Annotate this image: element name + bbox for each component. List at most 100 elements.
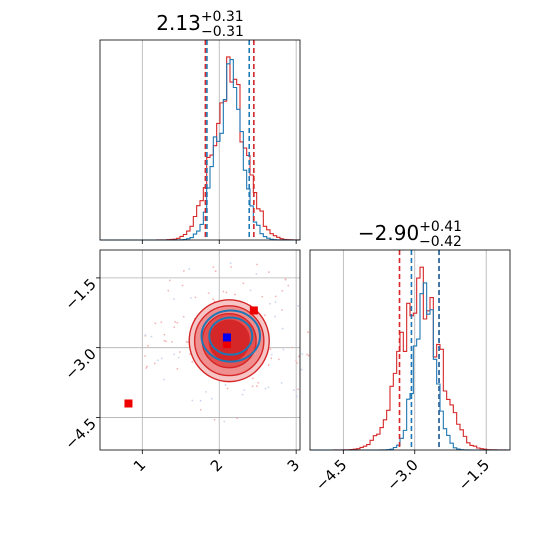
contour-scatter-point	[173, 326, 176, 329]
contour-scatter-point	[144, 355, 146, 357]
contour-scatter-point	[194, 296, 197, 299]
contour-yticklabel-0: −1.5	[61, 275, 99, 313]
contour-scatter-point	[190, 297, 192, 299]
contour-scatter-point	[224, 384, 227, 386]
contour-scatter-point	[160, 321, 163, 324]
hist2-title-minus: −0.42	[419, 234, 462, 250]
contour-scatter-point	[267, 386, 270, 389]
contour-scatter-point	[274, 301, 277, 303]
hist1-gridlines	[141, 40, 297, 240]
hist1-blue-series	[100, 59, 300, 241]
contour-scatter-point	[162, 378, 165, 381]
hist2-title-plus: +0.41	[419, 219, 462, 235]
contour-scatter-point	[284, 278, 287, 281]
contour-scatter-point	[306, 353, 308, 356]
contour-marker-red-0	[124, 399, 133, 408]
hist2-xticklabel-1: −3.0	[383, 456, 421, 494]
contour-scatter-point	[222, 290, 225, 293]
contour-scatter-point	[214, 270, 217, 273]
contour-markers	[124, 306, 258, 408]
contour-scatter-point	[295, 359, 297, 362]
contour-scatter-point	[270, 353, 273, 356]
contour-scatter-point	[176, 367, 179, 370]
contour-scatter-point	[144, 334, 147, 336]
contour-scatter-point	[236, 417, 239, 420]
contour-scatter-point	[241, 393, 244, 396]
contour-scatter-point	[281, 308, 283, 311]
hist-panel-param-2: −4.5 −3.0 −1.5 −2.90+0.41 −0.42	[309, 219, 511, 494]
contour-scatter-point	[157, 359, 159, 362]
contour-scatter-point	[225, 291, 228, 294]
hist2-title: −2.90+0.41	[358, 219, 462, 245]
contour-scatter-point	[249, 289, 252, 292]
hist1-title-value: 2.13	[156, 11, 201, 35]
contour-scatter-point	[173, 298, 175, 301]
contour-scatter-point	[199, 408, 202, 411]
contour-scatter-point	[297, 388, 299, 391]
contour-marker-red-2	[222, 339, 231, 348]
contour-scatter-point	[307, 354, 310, 357]
contour-scatter-point	[167, 289, 170, 292]
contour-scatter-point	[261, 295, 264, 298]
contour-scatter-point	[210, 397, 213, 400]
hist2-ticks: −4.5 −3.0 −1.5	[312, 450, 493, 494]
contour-scatter-point	[296, 395, 298, 398]
contour-scatter-point	[297, 355, 300, 358]
contour-scatter-point	[178, 351, 181, 353]
hist1-red-series	[100, 56, 301, 241]
contour-scatter-point	[187, 341, 189, 344]
contour-scatter-point	[168, 279, 171, 282]
contour-scatter-point	[182, 315, 185, 318]
contour-frame	[99, 249, 301, 451]
contour-scatter-point	[268, 302, 271, 305]
contour-scatter-point	[173, 353, 176, 356]
contour-scatter-point	[291, 346, 294, 349]
contour-scatter-point	[207, 292, 210, 295]
hist1-quantile-lines	[204, 40, 255, 240]
contour-scatter-point	[242, 282, 245, 285]
contour-scatter-point	[264, 314, 266, 317]
contour-scatter-point	[296, 361, 299, 364]
contour-scatter-point	[277, 358, 280, 361]
contour-ticks: 1 2 3 −1.5 −3.0 −4.5	[61, 275, 303, 475]
contour-scatter-point	[153, 362, 156, 365]
contour-scatter-point	[230, 266, 232, 268]
contour-scatter-point	[160, 357, 163, 360]
contour-scatter-point	[163, 333, 166, 336]
contour-scatter-point	[181, 284, 184, 287]
contour-panel: 1 2 3 −1.5 −3.0 −4.5	[61, 249, 310, 475]
contour-scatter-point	[267, 271, 270, 273]
hist1-ticks	[141, 240, 297, 244]
contour-scatter-point	[150, 335, 153, 338]
hist1-series	[100, 56, 301, 241]
contour-scatter-point	[229, 262, 232, 265]
contour-scatter-point	[188, 268, 191, 271]
hist1-title-plus: +0.31	[201, 9, 244, 25]
contour-scatter-point	[256, 263, 259, 266]
contour-scatter-point	[147, 344, 149, 347]
contour-yticklabel-1: −3.0	[61, 345, 99, 383]
contour-marker-blue-3	[222, 333, 231, 342]
hist1-frame	[99, 39, 301, 241]
contour-blue-levels	[200, 309, 261, 363]
hist2-frame	[309, 249, 511, 451]
contour-scatter-point	[269, 348, 272, 351]
hist2-gridlines	[342, 250, 487, 450]
hist1-title: 2.13+0.31	[156, 9, 243, 35]
contour-scatter-point	[163, 339, 166, 342]
contour-scatter-point	[191, 399, 194, 402]
contour-scatter-point	[213, 418, 216, 421]
contour-yticklabel-2: −4.5	[61, 415, 99, 453]
contour-scatter-point	[165, 340, 167, 343]
hist2-series	[310, 266, 511, 451]
contour-scatter-point	[274, 315, 277, 318]
contour-scatter-point	[243, 389, 246, 392]
contour-scatter-point	[255, 273, 258, 275]
contour-scatter-point	[301, 353, 304, 355]
hist2-xticklabel-2: −1.5	[455, 456, 493, 494]
contour-scatter-point	[274, 295, 277, 298]
contour-xticklabel-1: 2	[207, 456, 226, 475]
contour-scatter-point	[257, 381, 260, 384]
contour-blue-level-1	[208, 316, 254, 356]
